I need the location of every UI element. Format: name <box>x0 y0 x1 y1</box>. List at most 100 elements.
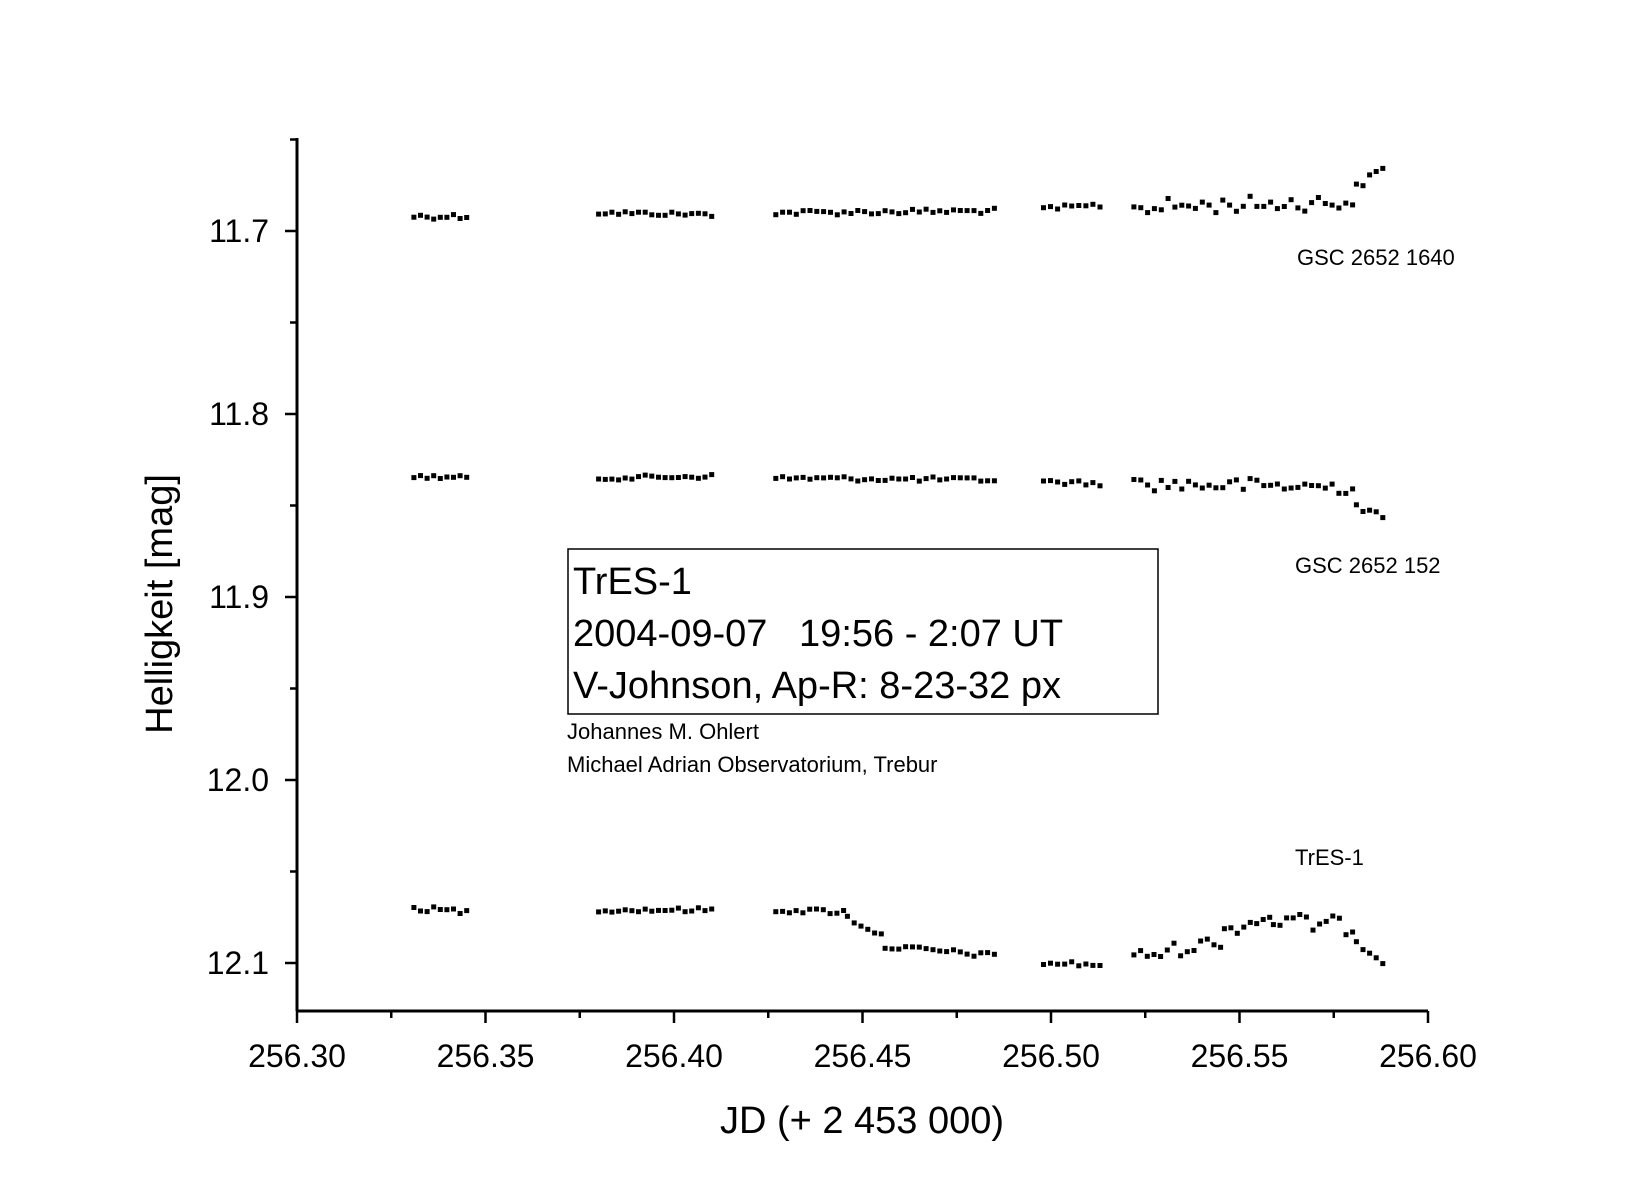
data-point-tres-1 <box>411 905 417 910</box>
annotation-filter: V-Johnson, Ap-R: 8-23-32 px <box>573 665 1061 707</box>
data-point-tres-1 <box>844 913 850 919</box>
data-point-tres-1 <box>1041 962 1046 967</box>
data-point-gsc-2652-152 <box>682 474 688 480</box>
data-point-gsc-2652-1640 <box>1268 199 1274 205</box>
data-point-gsc-2652-1640 <box>702 211 708 217</box>
data-point-gsc-2652-1640 <box>1350 202 1356 208</box>
data-point-gsc-2652-152 <box>1336 490 1342 496</box>
data-point-gsc-2652-1640 <box>437 214 443 220</box>
data-point-gsc-2652-1640 <box>951 207 956 213</box>
data-point-tres-1 <box>1211 942 1217 948</box>
data-point-gsc-2652-1640 <box>807 208 813 213</box>
data-point-gsc-2652-1640 <box>656 212 661 218</box>
data-point-tres-1 <box>1221 926 1227 932</box>
data-point-gsc-2652-152 <box>821 475 827 481</box>
data-point-gsc-2652-1640 <box>896 211 902 217</box>
data-point-gsc-2652-152 <box>1213 485 1219 491</box>
data-point-gsc-2652-1640 <box>1367 172 1373 178</box>
data-point-tres-1 <box>1303 914 1309 920</box>
data-point-tres-1 <box>1373 955 1379 961</box>
data-point-tres-1 <box>872 930 878 936</box>
data-point-gsc-2652-1640 <box>855 208 861 213</box>
data-point-gsc-2652-1640 <box>622 209 628 215</box>
data-point-tres-1 <box>1204 936 1210 942</box>
data-point-gsc-2652-152 <box>875 478 881 483</box>
data-point-gsc-2652-152 <box>800 474 806 480</box>
data-point-gsc-2652-1640 <box>944 209 950 215</box>
data-point-gsc-2652-152 <box>656 474 661 480</box>
data-point-gsc-2652-1640 <box>800 208 806 214</box>
data-point-gsc-2652-152 <box>923 476 929 482</box>
data-point-gsc-2652-1640 <box>787 209 792 215</box>
data-point-gsc-2652-1640 <box>1233 208 1239 214</box>
data-point-gsc-2652-152 <box>985 478 991 484</box>
data-point-tres-1 <box>903 944 909 950</box>
data-point-gsc-2652-152 <box>602 476 608 482</box>
data-point-gsc-2652-152 <box>675 475 681 480</box>
data-point-gsc-2652-152 <box>814 475 820 481</box>
data-point-gsc-2652-152 <box>702 474 708 480</box>
data-point-gsc-2652-152 <box>1302 481 1308 487</box>
data-point-gsc-2652-152 <box>848 476 854 482</box>
data-points <box>411 165 1386 969</box>
data-point-gsc-2652-152 <box>1360 509 1366 514</box>
data-point-tres-1 <box>1330 913 1336 919</box>
data-point-tres-1 <box>609 909 615 915</box>
data-point-tres-1 <box>1270 922 1276 928</box>
data-point-tres-1 <box>464 908 470 914</box>
data-point-gsc-2652-1640 <box>1062 202 1068 208</box>
data-point-tres-1 <box>1284 915 1290 921</box>
data-point-gsc-2652-1640 <box>609 209 615 215</box>
data-point-gsc-2652-152 <box>896 476 902 482</box>
data-point-gsc-2652-1640 <box>411 214 417 220</box>
data-point-tres-1 <box>1343 932 1349 938</box>
data-point-gsc-2652-152 <box>787 476 792 482</box>
data-point-gsc-2652-1640 <box>1097 204 1103 210</box>
data-point-tres-1 <box>451 906 456 912</box>
data-point-gsc-2652-152 <box>1220 485 1226 491</box>
data-point-gsc-2652-152 <box>1062 481 1068 487</box>
data-point-gsc-2652-1640 <box>1281 204 1287 209</box>
data-point-gsc-2652-1640 <box>910 206 915 212</box>
data-point-gsc-2652-1640 <box>1315 195 1321 200</box>
y-tick-label: 12.1 <box>207 945 269 981</box>
data-point-gsc-2652-152 <box>1179 486 1185 492</box>
data-point-gsc-2652-1640 <box>1041 205 1046 211</box>
data-point-gsc-2652-1640 <box>814 208 820 214</box>
data-point-gsc-2652-152 <box>1165 485 1171 490</box>
data-point-tres-1 <box>827 911 833 917</box>
data-point-gsc-2652-152 <box>431 473 437 479</box>
data-point-gsc-2652-152 <box>1192 482 1198 488</box>
x-tick-label: 256.30 <box>248 1038 346 1074</box>
data-point-tres-1 <box>916 944 922 950</box>
data-point-gsc-2652-152 <box>971 475 977 481</box>
data-point-gsc-2652-1640 <box>875 211 881 217</box>
data-point-gsc-2652-152 <box>1322 485 1328 491</box>
data-point-gsc-2652-1640 <box>1145 210 1151 216</box>
data-point-tres-1 <box>1317 921 1323 927</box>
data-point-gsc-2652-152 <box>689 474 695 480</box>
data-point-gsc-2652-152 <box>1131 477 1137 482</box>
x-tick-label: 256.55 <box>1191 1038 1289 1074</box>
data-point-gsc-2652-152 <box>424 475 430 481</box>
data-point-tres-1 <box>1131 952 1137 958</box>
data-point-tres-1 <box>1076 963 1082 969</box>
data-point-gsc-2652-152 <box>1288 485 1294 491</box>
x-tick-label: 256.50 <box>1002 1038 1100 1074</box>
data-point-gsc-2652-1640 <box>1179 202 1185 208</box>
data-point-gsc-2652-1640 <box>916 209 922 215</box>
x-tick-label: 256.35 <box>437 1038 535 1074</box>
data-point-tres-1 <box>882 945 888 951</box>
data-point-gsc-2652-1640 <box>869 211 874 217</box>
data-point-gsc-2652-152 <box>1295 484 1301 490</box>
data-point-gsc-2652-152 <box>1158 477 1164 483</box>
data-point-tres-1 <box>662 908 668 913</box>
data-point-tres-1 <box>1254 921 1260 927</box>
data-point-tres-1 <box>1062 961 1068 967</box>
data-point-tres-1 <box>1323 918 1329 924</box>
data-point-gsc-2652-1640 <box>649 212 655 218</box>
data-point-tres-1 <box>944 949 950 955</box>
data-point-tres-1 <box>985 950 991 956</box>
data-point-gsc-2652-1640 <box>1131 204 1137 210</box>
data-point-gsc-2652-1640 <box>957 208 963 213</box>
